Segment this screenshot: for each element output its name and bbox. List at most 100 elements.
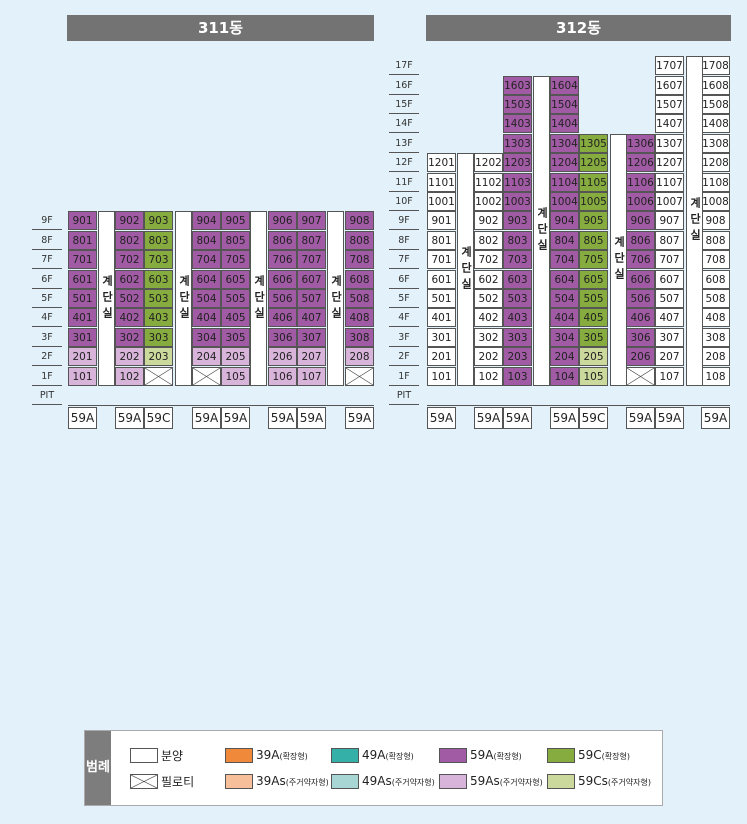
unit-cell: 1107: [655, 172, 684, 192]
stairwell-label: 계단실: [688, 197, 702, 246]
unit-cell: 908: [701, 211, 730, 231]
legend-item: 필로티: [130, 773, 194, 789]
unit-cell: 608: [701, 269, 730, 289]
unit-cell: 301: [427, 327, 456, 347]
floor-label: 6F: [32, 270, 62, 289]
unit-cell: 1403: [503, 114, 532, 134]
unit-type-label: 59A: [192, 407, 221, 429]
unit-cell: 803: [144, 230, 173, 250]
unit-cell: 404: [550, 308, 579, 328]
legend-swatch: [130, 747, 158, 763]
floor-label: 2F: [32, 347, 62, 367]
unit-cell: 306: [626, 327, 655, 347]
unit-cell: 803: [503, 230, 532, 250]
unit-cell: 105: [579, 366, 608, 386]
piloti-cell: [144, 366, 173, 386]
unit-cell: 1108: [701, 172, 730, 192]
stairwell: 계단실: [533, 75, 550, 386]
floor-label: 16F: [389, 76, 419, 95]
legend-swatch: [547, 773, 575, 789]
unit-cell: 708: [701, 250, 730, 270]
legend-label-main: 39As: [256, 774, 286, 788]
legend-label: 59Cs(주거약자형): [578, 774, 651, 788]
stairwell-label: 계단실: [329, 274, 343, 323]
legend-label-sub: (확장형): [279, 752, 308, 761]
unit-cell: 1503: [503, 95, 532, 114]
unit-cell: 405: [579, 308, 608, 328]
unit-cell: 602: [115, 269, 144, 289]
unit-cell: 407: [655, 308, 684, 328]
legend-label: 39As(주거약자형): [256, 774, 329, 788]
legend-swatch: [225, 747, 253, 763]
unit-cell: 806: [268, 230, 297, 250]
unit-type-label: 59A: [701, 407, 730, 429]
unit-cell: 102: [474, 366, 503, 386]
unit-cell: 204: [550, 347, 579, 367]
unit-cell: 1001: [427, 192, 456, 211]
stairwell-label: 계단실: [612, 235, 626, 284]
unit-type-label: 59A: [268, 407, 297, 429]
unit-cell: 1005: [579, 192, 608, 211]
unit-cell: 1205: [579, 153, 608, 173]
unit-cell: 1004: [550, 192, 579, 211]
legend-label-sub: (확장형): [385, 752, 414, 761]
unit-cell: 1608: [701, 75, 730, 95]
unit-type-label: 59A: [427, 407, 456, 429]
unit-cell: 308: [345, 327, 374, 347]
unit-cell: 205: [221, 347, 250, 367]
unit-cell: 404: [192, 308, 221, 328]
unit-cell: 701: [68, 250, 97, 270]
unit-cell: 902: [115, 211, 144, 231]
unit-cell: 706: [626, 250, 655, 270]
unit-cell: 906: [626, 211, 655, 231]
unit-type-label: 59A: [655, 407, 684, 429]
legend-swatch: [331, 773, 359, 789]
unit-cell: 1307: [655, 133, 684, 153]
legend-label-main: 59A: [470, 748, 494, 762]
unit-cell: 807: [655, 230, 684, 250]
unit-cell: 207: [655, 347, 684, 367]
unit-cell: 1106: [626, 172, 655, 192]
floor-label: 13F: [389, 134, 419, 153]
unit-cell: 303: [503, 327, 532, 347]
unit-cell: 403: [503, 308, 532, 328]
unit-cell: 307: [655, 327, 684, 347]
unit-cell: 202: [474, 347, 503, 367]
unit-cell: 702: [474, 250, 503, 270]
stairwell-label: 계단실: [100, 274, 114, 323]
legend-label-main: 39A: [256, 748, 280, 762]
unit-cell: 808: [701, 230, 730, 250]
unit-cell: 801: [427, 230, 456, 250]
stairwell-label: 계단실: [252, 274, 266, 323]
unit-cell: 101: [68, 366, 97, 386]
unit-cell: 1306: [626, 133, 655, 153]
unit-cell: 608: [345, 269, 374, 289]
unit-cell: 102: [115, 366, 144, 386]
legend-swatch: [439, 773, 467, 789]
unit-cell: 508: [701, 289, 730, 308]
floor-label: 10F: [389, 192, 419, 211]
stairwell: 계단실: [250, 211, 267, 386]
unit-cell: 1607: [655, 75, 684, 95]
unit-cell: 505: [221, 289, 250, 308]
legend-title-text: 범례: [86, 760, 110, 775]
stairwell: 계단실: [175, 211, 192, 386]
unit-cell: 1603: [503, 75, 532, 95]
unit-cell: 1104: [550, 172, 579, 192]
cross-mark-icon: [131, 775, 157, 788]
stairwell-label: 계단실: [459, 245, 473, 294]
stairwell: 계단실: [457, 153, 474, 386]
unit-cell: 806: [626, 230, 655, 250]
unit-cell: 603: [503, 269, 532, 289]
unit-cell: 502: [115, 289, 144, 308]
unit-cell: 604: [550, 269, 579, 289]
stairwell: 계단실: [610, 133, 627, 386]
unit-cell: 905: [579, 211, 608, 231]
unit-cell: 1202: [474, 153, 503, 173]
legend-label-main: 59As: [470, 774, 500, 788]
unit-cell: 701: [427, 250, 456, 270]
unit-cell: 107: [297, 366, 326, 386]
unit-cell: 307: [297, 327, 326, 347]
floor-label: 12F: [389, 153, 419, 173]
floor-label: PIT: [389, 386, 419, 405]
